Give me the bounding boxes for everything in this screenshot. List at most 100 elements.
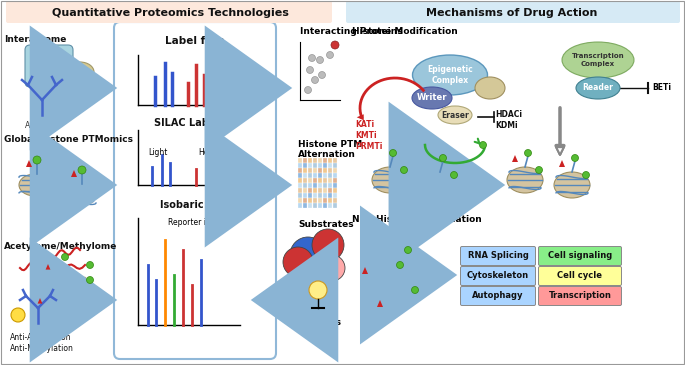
Bar <box>298 188 303 192</box>
Bar <box>303 163 308 168</box>
Bar <box>303 173 308 177</box>
Ellipse shape <box>312 77 319 84</box>
Ellipse shape <box>309 281 327 299</box>
Bar <box>298 178 303 182</box>
Bar <box>298 193 303 197</box>
Bar <box>308 193 312 197</box>
Bar <box>303 198 308 203</box>
Bar <box>333 188 338 192</box>
Bar <box>328 193 332 197</box>
Text: Mechanisms of Drug Action: Mechanisms of Drug Action <box>426 8 598 18</box>
Bar <box>328 183 332 188</box>
Bar <box>298 203 303 207</box>
Bar <box>308 168 312 173</box>
Text: Histone Modification: Histone Modification <box>352 27 458 36</box>
Bar <box>313 163 318 168</box>
Text: Quantitative Proteomics Technologies: Quantitative Proteomics Technologies <box>51 8 288 18</box>
Bar <box>298 158 303 162</box>
Ellipse shape <box>11 308 25 322</box>
Bar <box>303 158 308 162</box>
Bar <box>308 173 312 177</box>
Text: Writer: Writer <box>416 93 447 103</box>
Ellipse shape <box>33 156 41 164</box>
Bar <box>328 163 332 168</box>
Bar <box>303 193 308 197</box>
Ellipse shape <box>86 277 93 284</box>
Bar <box>313 178 318 182</box>
Bar <box>328 158 332 162</box>
Bar <box>323 193 327 197</box>
Bar <box>323 198 327 203</box>
Polygon shape <box>559 160 565 167</box>
Bar <box>313 193 318 197</box>
Bar <box>333 158 338 162</box>
Text: Global Histone PTMomics: Global Histone PTMomics <box>4 135 133 144</box>
Bar <box>318 198 323 203</box>
Polygon shape <box>71 170 77 177</box>
Bar <box>318 173 323 177</box>
FancyBboxPatch shape <box>460 287 536 306</box>
Polygon shape <box>512 155 518 162</box>
Ellipse shape <box>78 166 86 174</box>
Bar <box>323 158 327 162</box>
Bar <box>303 183 308 188</box>
Text: Anti-Acetylation
Anti-Methylation: Anti-Acetylation Anti-Methylation <box>10 333 74 353</box>
Bar <box>318 178 323 182</box>
Bar <box>323 168 327 173</box>
Ellipse shape <box>451 172 458 178</box>
Bar <box>308 178 312 182</box>
Polygon shape <box>26 160 32 167</box>
Bar <box>333 193 338 197</box>
Ellipse shape <box>305 87 312 93</box>
Ellipse shape <box>422 172 458 198</box>
Bar <box>323 173 327 177</box>
Ellipse shape <box>401 166 408 173</box>
Bar <box>333 163 338 168</box>
Ellipse shape <box>308 54 316 61</box>
Bar <box>323 163 327 168</box>
Text: Heavy: Heavy <box>198 148 222 157</box>
Ellipse shape <box>397 261 403 269</box>
Bar <box>313 173 318 177</box>
Ellipse shape <box>331 41 339 49</box>
Text: Reporter ions: Reporter ions <box>168 218 219 227</box>
Ellipse shape <box>47 72 69 88</box>
Bar <box>308 203 312 207</box>
Ellipse shape <box>62 254 68 261</box>
FancyBboxPatch shape <box>538 287 621 306</box>
Polygon shape <box>38 298 42 304</box>
Ellipse shape <box>412 55 488 95</box>
Bar <box>328 178 332 182</box>
FancyBboxPatch shape <box>346 1 680 23</box>
Ellipse shape <box>62 84 82 96</box>
Ellipse shape <box>412 287 419 293</box>
Bar <box>318 158 323 162</box>
Bar <box>323 203 327 207</box>
Text: Cell cycle: Cell cycle <box>558 272 603 280</box>
Text: Isobaric tags: Isobaric tags <box>160 200 230 210</box>
Bar <box>308 163 312 168</box>
Ellipse shape <box>319 72 325 78</box>
Bar <box>313 198 318 203</box>
Polygon shape <box>357 114 364 120</box>
Bar <box>298 168 303 173</box>
Bar <box>333 203 338 207</box>
FancyBboxPatch shape <box>538 266 621 285</box>
Ellipse shape <box>525 150 532 157</box>
Text: Label free: Label free <box>165 36 225 46</box>
Bar <box>308 198 312 203</box>
Bar <box>328 188 332 192</box>
Bar <box>318 168 323 173</box>
Ellipse shape <box>86 261 93 269</box>
Ellipse shape <box>390 150 397 157</box>
Text: Transcription: Transcription <box>549 292 612 300</box>
Bar <box>318 188 323 192</box>
Ellipse shape <box>290 237 326 273</box>
Ellipse shape <box>372 167 408 193</box>
Text: Cytoskeleton: Cytoskeleton <box>467 272 529 280</box>
Bar <box>328 198 332 203</box>
Text: Non-Histone Modification: Non-Histone Modification <box>352 215 482 224</box>
Ellipse shape <box>475 77 505 99</box>
Text: HDACi
KDMi: HDACi KDMi <box>495 110 522 130</box>
Text: Interactome: Interactome <box>4 35 66 44</box>
